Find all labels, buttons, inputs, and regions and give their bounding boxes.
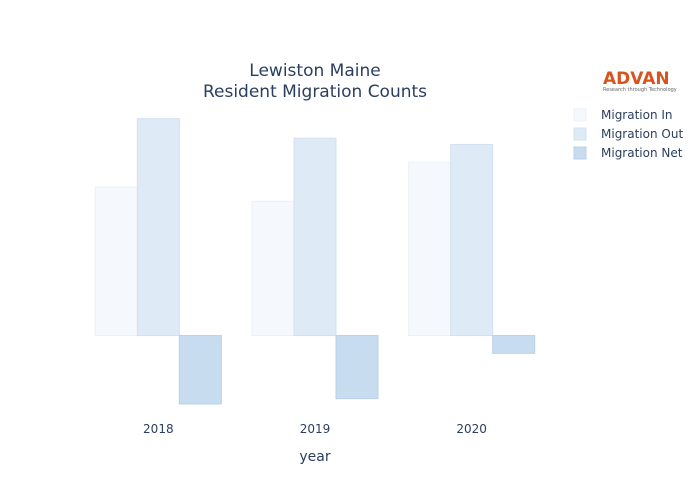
legend: Migration In Migration Out Migration Net bbox=[573, 108, 683, 160]
advan-logo: ADVAN Research through Technology bbox=[603, 69, 677, 93]
x-axis-ticks: 2018 2019 2020 bbox=[143, 422, 487, 436]
x-tick-label-2020: 2020 bbox=[456, 422, 487, 436]
legend-label-migration-net[interactable]: Migration Net bbox=[601, 146, 683, 160]
x-tick-label-2019: 2019 bbox=[300, 422, 331, 436]
logo-wordmark: ADVAN bbox=[603, 69, 670, 89]
bar-migration-out-2020 bbox=[450, 143, 494, 337]
bar-migration-net-2018 bbox=[178, 335, 222, 405]
chart-title-line-1: Lewiston Maine bbox=[249, 61, 380, 81]
legend-label-migration-in[interactable]: Migration In bbox=[601, 108, 673, 122]
bar-migration-out-2019 bbox=[293, 137, 337, 337]
chart-title: Lewiston Maine Resident Migration Counts bbox=[203, 61, 427, 102]
bar-migration-net-2019 bbox=[335, 335, 379, 400]
x-axis-title: year bbox=[299, 449, 330, 465]
legend-swatch-migration-in[interactable] bbox=[573, 108, 587, 122]
bar-migration-in-2019 bbox=[251, 200, 295, 337]
bar-migration-in-2018 bbox=[94, 186, 138, 337]
legend-label-migration-out[interactable]: Migration Out bbox=[601, 127, 683, 141]
chart-title-line-2: Resident Migration Counts bbox=[203, 82, 427, 102]
legend-swatch-migration-net[interactable] bbox=[573, 146, 587, 160]
bar-migration-out-2018 bbox=[136, 118, 180, 337]
bars-layer bbox=[94, 118, 536, 405]
bar-migration-in-2020 bbox=[408, 161, 452, 337]
legend-swatch-migration-out[interactable] bbox=[573, 127, 587, 141]
bar-migration-net-2020 bbox=[492, 335, 536, 354]
x-tick-label-2018: 2018 bbox=[143, 422, 174, 436]
logo-tagline: Research through Technology bbox=[603, 87, 677, 93]
